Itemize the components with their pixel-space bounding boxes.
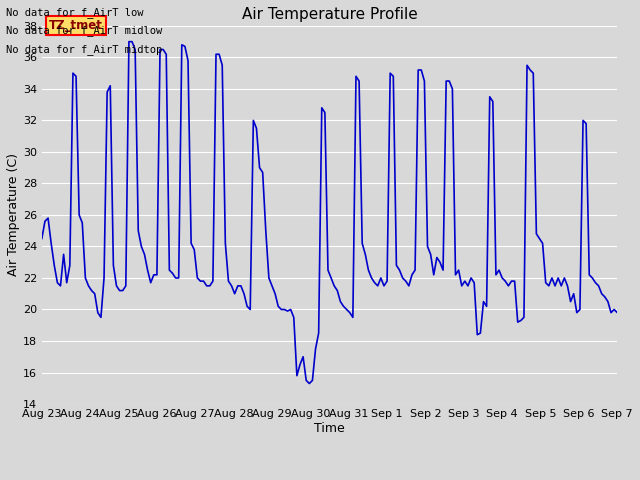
- Title: Air Temperature Profile: Air Temperature Profile: [242, 7, 417, 22]
- Y-axis label: Air Temperature (C): Air Temperature (C): [7, 154, 20, 276]
- Text: No data for f_AirT midlow: No data for f_AirT midlow: [6, 25, 163, 36]
- Text: No data for f_AirT midtop: No data for f_AirT midtop: [6, 44, 163, 55]
- Text: TZ_tmet: TZ_tmet: [49, 19, 102, 32]
- X-axis label: Time: Time: [314, 421, 345, 435]
- Text: No data for f_AirT low: No data for f_AirT low: [6, 7, 144, 18]
